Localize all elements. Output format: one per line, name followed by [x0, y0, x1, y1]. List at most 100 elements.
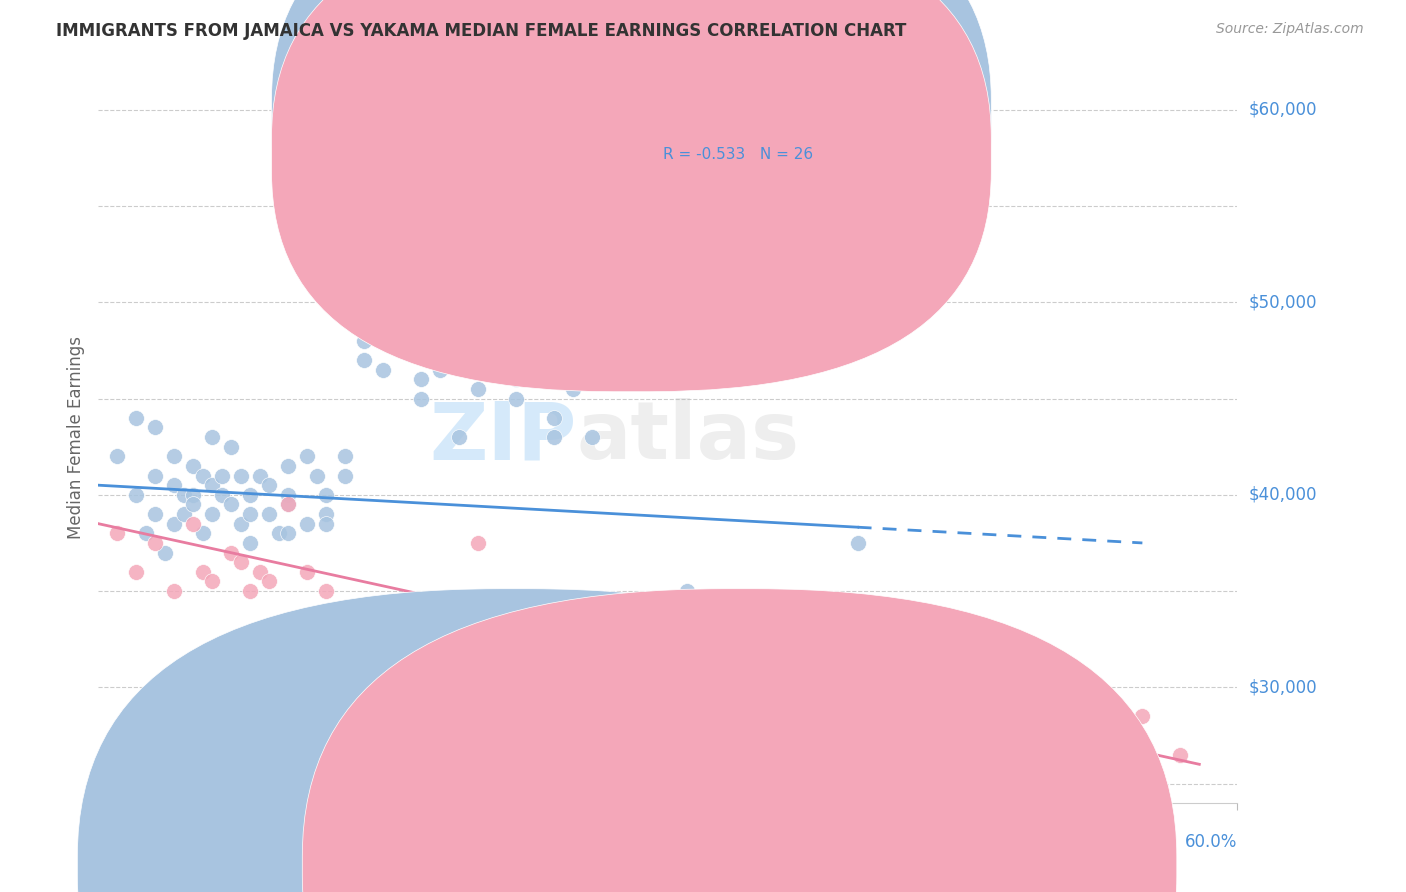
FancyBboxPatch shape: [271, 0, 991, 353]
Point: [297, 565, 319, 579]
Point: [543, 410, 565, 425]
Point: [391, 343, 413, 358]
Point: [353, 632, 375, 647]
Text: $50,000: $50,000: [1249, 293, 1317, 311]
Point: [315, 516, 337, 531]
Point: [153, 545, 176, 559]
Point: [221, 498, 243, 512]
Point: [229, 468, 252, 483]
Point: [429, 362, 451, 376]
Point: [277, 498, 299, 512]
Point: [191, 468, 214, 483]
Point: [229, 555, 252, 569]
Point: [229, 516, 252, 531]
Point: [581, 430, 603, 444]
Point: [505, 372, 527, 386]
Point: [201, 430, 224, 444]
FancyBboxPatch shape: [588, 86, 953, 195]
Point: [145, 420, 167, 434]
Point: [467, 536, 489, 550]
Point: [942, 719, 965, 733]
Point: [467, 353, 489, 368]
Point: [505, 392, 527, 406]
Point: [486, 353, 509, 368]
Point: [391, 623, 413, 637]
Point: [676, 584, 699, 599]
Point: [429, 334, 451, 348]
Point: [600, 603, 623, 617]
Point: [163, 450, 186, 464]
Point: [1132, 757, 1154, 772]
Point: [183, 498, 205, 512]
Text: ZIP: ZIP: [429, 398, 576, 476]
Point: [391, 334, 413, 348]
Text: 60.0%: 60.0%: [1185, 833, 1237, 851]
Point: [411, 392, 433, 406]
Point: [429, 651, 451, 665]
Point: [449, 430, 471, 444]
Point: [163, 584, 186, 599]
Point: [239, 507, 262, 521]
Point: [191, 565, 214, 579]
Text: Source: ZipAtlas.com: Source: ZipAtlas.com: [1216, 22, 1364, 37]
Point: [173, 488, 195, 502]
Point: [297, 516, 319, 531]
Point: [277, 498, 299, 512]
Point: [297, 450, 319, 464]
Point: [183, 458, 205, 473]
FancyBboxPatch shape: [271, 0, 991, 392]
Point: [714, 623, 737, 637]
Point: [467, 382, 489, 396]
Point: [543, 430, 565, 444]
Point: [107, 526, 129, 541]
Point: [846, 536, 869, 550]
Point: [267, 526, 290, 541]
Text: Yakama: Yakama: [762, 859, 821, 873]
Point: [173, 507, 195, 521]
Point: [239, 488, 262, 502]
Point: [249, 565, 271, 579]
Point: [183, 488, 205, 502]
Point: [638, 603, 661, 617]
Point: [752, 671, 775, 685]
Point: [353, 353, 375, 368]
Point: [221, 440, 243, 454]
Point: [259, 507, 281, 521]
Point: [733, 661, 755, 675]
Point: [259, 478, 281, 492]
Point: [657, 593, 679, 607]
Point: [411, 372, 433, 386]
Point: [866, 681, 889, 695]
Text: $40,000: $40,000: [1249, 486, 1317, 504]
Point: [145, 507, 167, 521]
Point: [770, 661, 793, 675]
Point: [371, 362, 394, 376]
Point: [1074, 767, 1097, 781]
Point: [619, 613, 641, 627]
Point: [619, 709, 641, 723]
Point: [904, 699, 927, 714]
Point: [505, 690, 527, 704]
Point: [145, 468, 167, 483]
Point: [277, 458, 299, 473]
Point: [221, 545, 243, 559]
Point: [979, 738, 1001, 752]
Point: [353, 334, 375, 348]
Point: [145, 536, 167, 550]
Point: [315, 488, 337, 502]
Point: [315, 584, 337, 599]
Point: [163, 478, 186, 492]
Point: [277, 488, 299, 502]
Point: [211, 488, 233, 502]
Point: [562, 382, 585, 396]
Point: [191, 526, 214, 541]
Point: [524, 362, 547, 376]
Point: [808, 719, 831, 733]
Point: [201, 478, 224, 492]
Point: [135, 526, 157, 541]
Point: [201, 507, 224, 521]
Point: [125, 410, 148, 425]
Text: atlas: atlas: [576, 398, 800, 476]
Point: [335, 468, 357, 483]
Point: [249, 468, 271, 483]
